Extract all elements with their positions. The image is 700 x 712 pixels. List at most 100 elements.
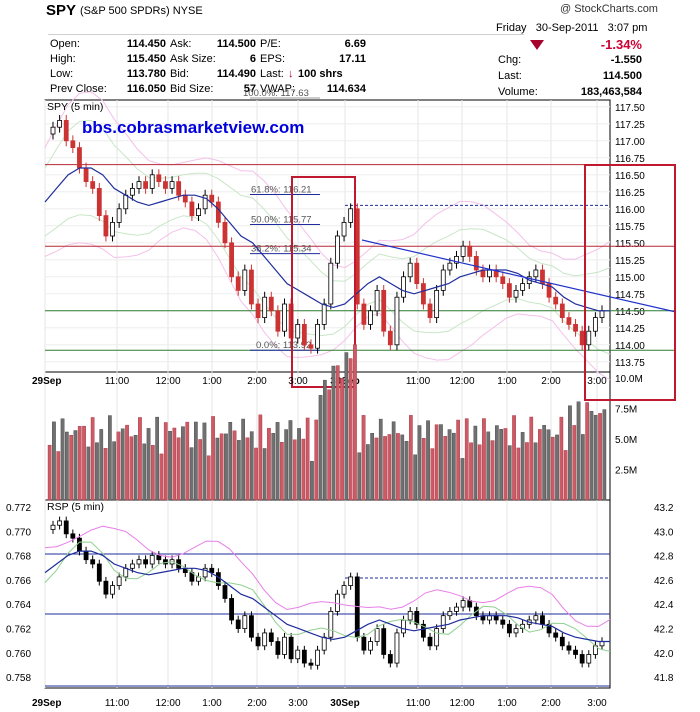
volume-bar: [593, 415, 598, 501]
candle-body: [361, 303, 367, 325]
rsp-candle-body: [229, 598, 234, 621]
volume-bar: [323, 379, 327, 501]
rsp-candle-body: [566, 645, 572, 651]
volume-bar: [331, 365, 336, 501]
ask-value: 114.500: [216, 38, 256, 50]
volume-bar: [90, 417, 95, 501]
candle-body: [196, 208, 201, 217]
x-tick-label: 3:00: [587, 376, 607, 387]
candle-body: [169, 181, 175, 189]
rsp-candle-body: [559, 636, 565, 647]
volume-bar: [555, 434, 559, 501]
x-tick-label: 11:00: [105, 376, 130, 387]
rsp-right-tick-label: 42.0: [654, 649, 674, 660]
volume-bar: [335, 365, 340, 501]
volume-bar: [193, 421, 198, 501]
rsp-right-tick-label: 42.6: [654, 576, 674, 587]
volume-bar: [490, 440, 495, 501]
candle-body: [553, 296, 559, 305]
candle-body: [222, 221, 228, 244]
vwap-label: VWAP:: [260, 83, 296, 95]
volume-bar: [404, 441, 409, 501]
candle-body: [229, 242, 234, 278]
candle-body: [559, 303, 565, 318]
candle-body: [63, 120, 69, 142]
rsp-candle-body: [202, 567, 208, 578]
candle-body: [249, 269, 254, 305]
fib-label: 100.0%: 117.63: [243, 88, 309, 99]
candle-body: [275, 310, 281, 332]
exchange-label: NYSE: [172, 5, 203, 17]
rsp-candle-body: [341, 585, 347, 595]
quote-pct-row: -1.34%: [496, 37, 644, 52]
fib-label: 50.0%: 115.77: [251, 214, 312, 225]
price-tick-label: 115.50: [615, 239, 645, 250]
candle-body: [202, 194, 208, 210]
volume-bar: [387, 434, 392, 501]
price-panel-frame: [44, 99, 611, 373]
eps-value: 17.11: [339, 53, 366, 65]
rsp-candle-body: [513, 628, 519, 634]
quote-row-2: High: 115.450 Ask Size: 6 EPS: 17.11: [48, 53, 524, 68]
volume-bar: [426, 420, 430, 501]
volume-bar: [413, 454, 417, 501]
down-triangle-icon: [530, 40, 544, 50]
candle-body: [335, 235, 340, 264]
volume-bar: [99, 429, 104, 501]
volume-bar: [538, 429, 542, 501]
candle-body: [315, 323, 320, 349]
volume-bar: [482, 418, 486, 501]
x-tick-label: 1:00: [497, 376, 517, 387]
rsp-candle-body: [83, 550, 89, 561]
rsp-candle-body: [295, 649, 301, 660]
volume-bar: [400, 434, 405, 501]
volume-bar: [219, 433, 224, 501]
volume-bar: [314, 419, 319, 501]
rsp-candle-body: [414, 610, 420, 625]
candle-body: [215, 201, 221, 223]
bid-size-label: Bid Size:: [170, 83, 214, 95]
candle-body: [447, 262, 453, 271]
candle-body: [255, 303, 261, 318]
rsp-candle-body: [110, 585, 115, 595]
volume-bar: [258, 414, 263, 501]
volume-bar: [417, 425, 422, 501]
candle-body: [566, 317, 572, 325]
volume-bar: [288, 420, 293, 501]
price-tick-label: 117.00: [615, 137, 645, 148]
volume-bar: [206, 455, 211, 501]
volume-tick-label: 5.0M: [615, 435, 637, 446]
prev-close-value: 116.050: [126, 83, 166, 95]
price-tick-label: 114.00: [615, 341, 645, 352]
volume-bar: [563, 450, 568, 501]
candle-body: [163, 181, 168, 189]
prev-close-label: Prev Close:: [50, 83, 107, 95]
candle-body: [427, 303, 433, 318]
rsp-x-tick-label: 11:00: [406, 698, 431, 709]
price-tick-label: 113.75: [615, 358, 645, 369]
candle-body: [268, 296, 274, 312]
volume-bar: [421, 438, 426, 501]
symbol-fullname: (S&P 500 SPDRs): [80, 5, 170, 17]
rsp-right-tick-label: 43.2: [654, 503, 674, 514]
rsp-candle-body: [222, 585, 228, 599]
volume-bar: [460, 458, 465, 501]
rsp-right-tick-label: 41.8: [654, 673, 674, 684]
volume-bar: [477, 444, 482, 501]
volume-bar: [391, 421, 396, 501]
volume-bar: [305, 417, 310, 501]
candle-body: [262, 296, 268, 319]
candle-body: [242, 269, 248, 291]
highlight-box-right: [584, 164, 676, 401]
copyright-label[interactable]: @ StockCharts.com: [560, 3, 658, 15]
volume-bar: [133, 435, 138, 501]
bid-label: Bid:: [170, 68, 189, 80]
open-label: Open:: [50, 38, 80, 50]
rsp-candle-body: [387, 654, 393, 664]
rsp-left-tick-label: 0.764: [6, 600, 31, 611]
quote-row-4: Prev Close: 116.050 Bid Size: 57 VWAP: 1…: [48, 83, 524, 98]
quote-row-1: Open: 114.450 Ask: 114.500 P/E: 6.69: [48, 38, 524, 53]
candle-body: [143, 181, 149, 189]
quote-date-row: Friday 30-Sep-2011 3:07 pm: [496, 22, 647, 37]
volume-bar: [301, 438, 306, 501]
